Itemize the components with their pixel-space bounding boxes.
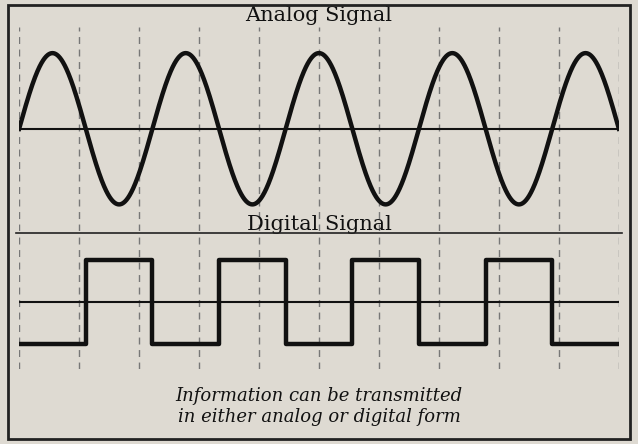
Title: Digital Signal: Digital Signal (246, 215, 392, 234)
Text: Information can be transmitted
in either analog or digital form: Information can be transmitted in either… (175, 387, 463, 426)
Title: Analog Signal: Analog Signal (246, 6, 392, 25)
